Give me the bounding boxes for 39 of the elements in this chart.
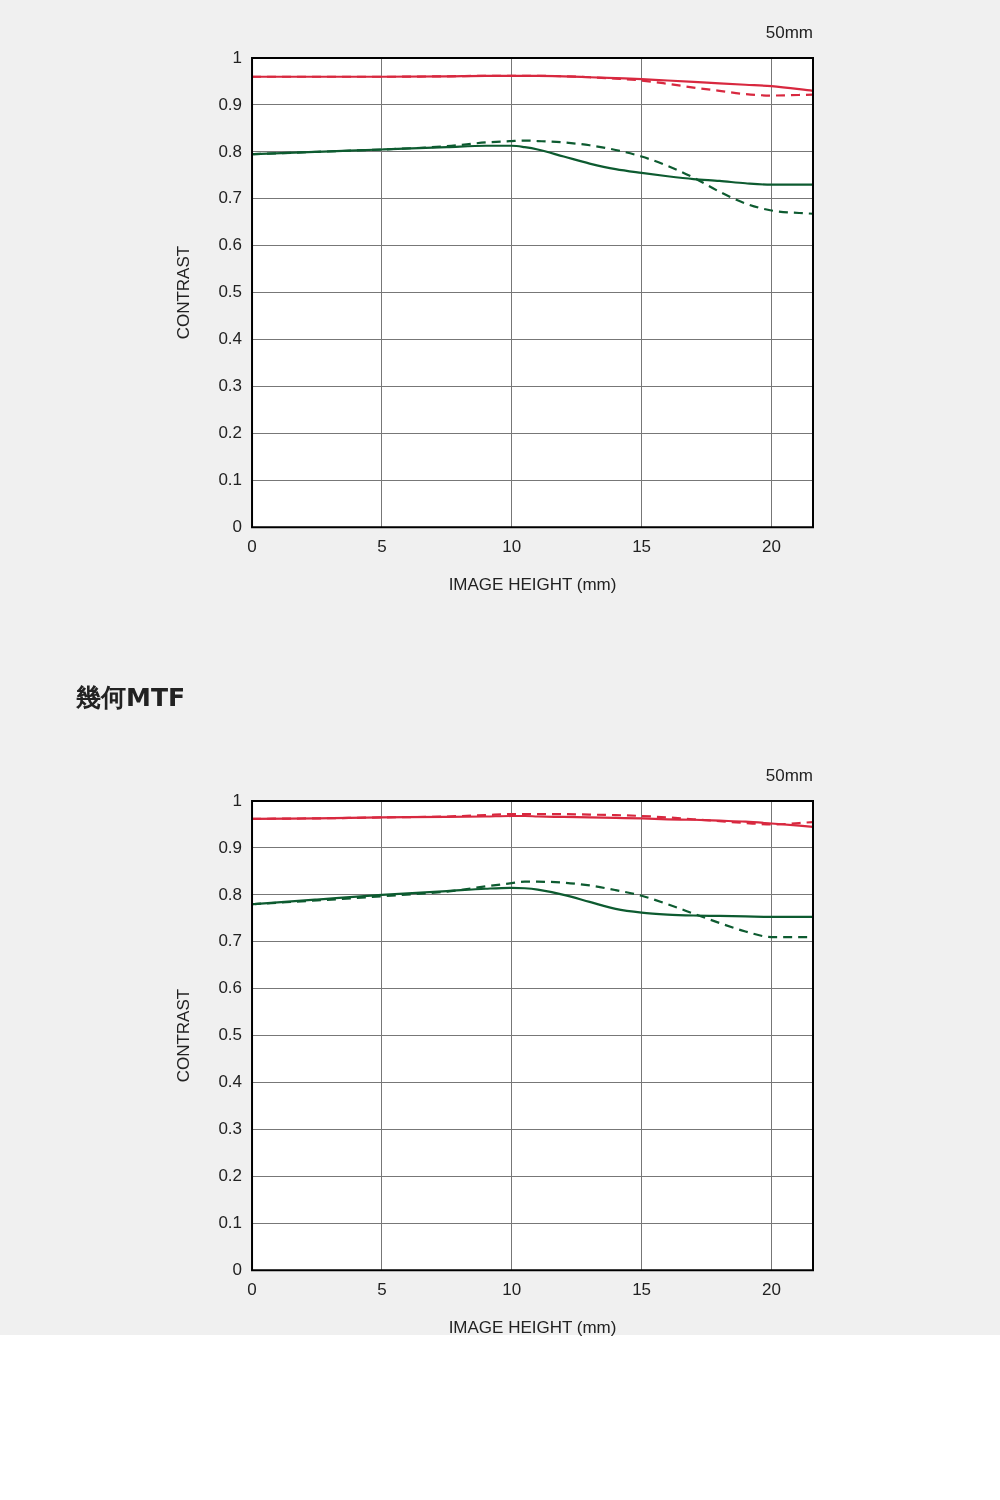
y-tick-label: 0.9	[218, 94, 243, 114]
y-tick-label: 0.8	[218, 884, 243, 904]
x-tick-label: 15	[632, 1280, 652, 1300]
y-tick-label: 0.3	[218, 1119, 243, 1139]
x-tick-label: 0	[247, 537, 257, 557]
y-tick-label: 0.5	[218, 282, 243, 302]
x-tick-label: 10	[502, 1280, 522, 1300]
x-tick-label: 15	[632, 537, 652, 557]
y-tick-label: 0.6	[218, 235, 243, 255]
y-tick-label: 1	[232, 790, 243, 810]
x-tick-label: 20	[761, 537, 781, 557]
y-tick-label: 0.7	[218, 931, 243, 951]
y-tick-label: 0	[232, 1259, 243, 1279]
y-tick-label: 0.6	[218, 978, 243, 998]
y-tick-label: 0.8	[218, 141, 243, 161]
y-tick-label: 0.1	[218, 1212, 243, 1232]
y-tick-label: 0	[232, 516, 243, 536]
x-axis-title: IMAGE HEIGHT (mm)	[448, 1318, 617, 1338]
y-tick-label: 0.4	[218, 329, 243, 349]
y-tick-label: 0.7	[218, 188, 243, 208]
y-tick-label: 0.5	[218, 1025, 243, 1045]
chart-subtitle: 50mm	[765, 23, 813, 43]
y-tick-label: 0.4	[218, 1072, 243, 1092]
y-tick-label: 0.3	[218, 376, 243, 396]
x-tick-label: 0	[247, 1280, 257, 1300]
y-tick-label: 0.2	[218, 423, 243, 443]
chart-title: 幾何MTF	[76, 682, 186, 714]
y-axis-title: CONTRAST	[173, 988, 193, 1083]
y-tick-label: 0.2	[218, 1166, 243, 1186]
y-tick-label: 0.1	[218, 469, 243, 489]
x-tick-label: 10	[502, 537, 522, 557]
y-tick-label: 0.9	[218, 837, 243, 857]
chart-subtitle: 50mm	[765, 766, 813, 786]
x-tick-label: 5	[377, 537, 387, 557]
x-tick-label: 5	[377, 1280, 387, 1300]
y-axis-title: CONTRAST	[173, 245, 193, 340]
y-tick-label: 1	[232, 47, 243, 67]
x-axis-title: IMAGE HEIGHT (mm)	[448, 575, 617, 595]
x-tick-label: 20	[761, 1280, 781, 1300]
